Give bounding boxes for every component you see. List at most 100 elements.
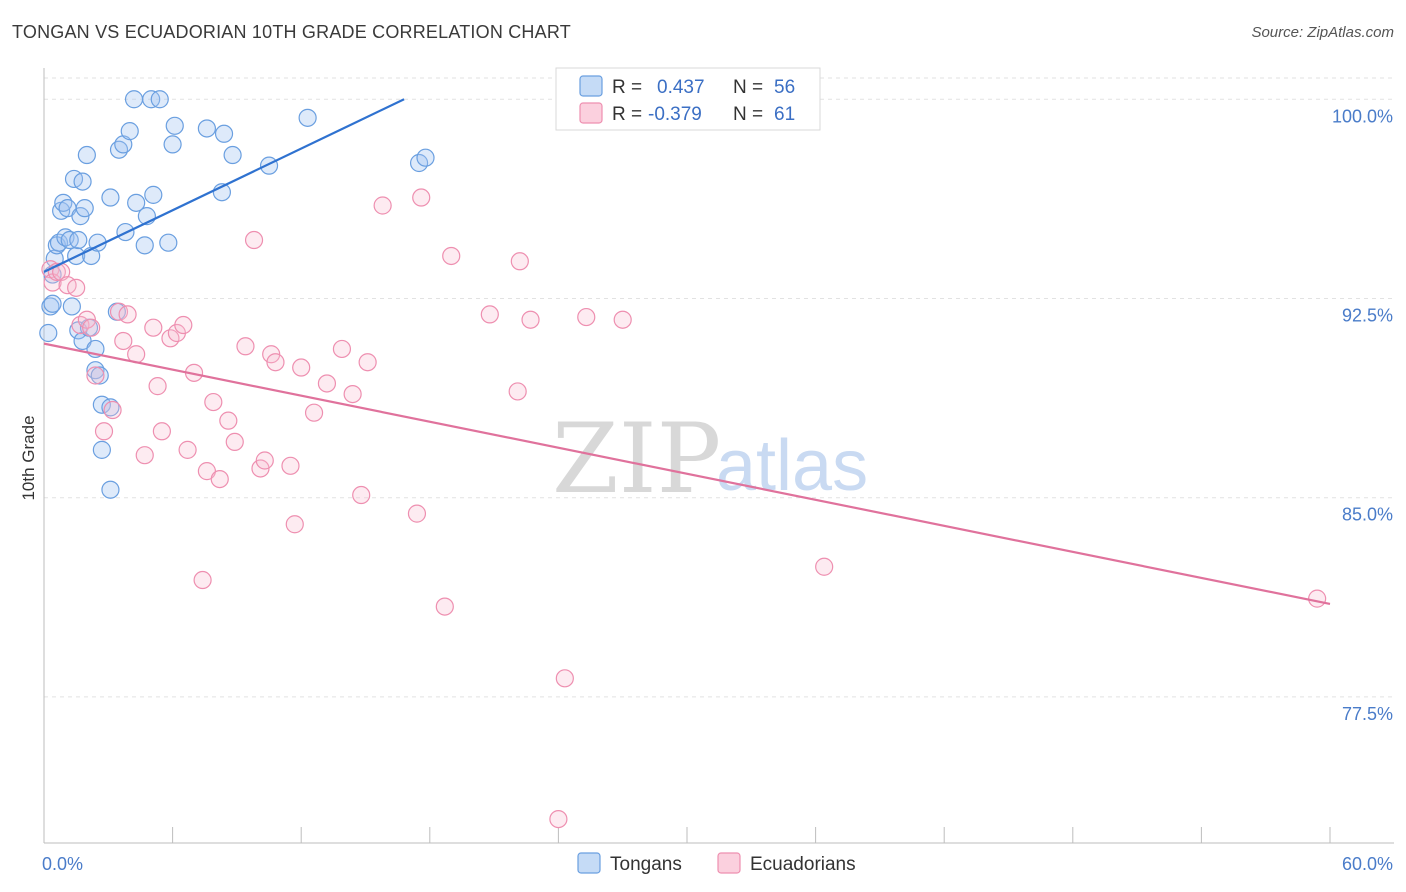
ecuadorian-point <box>144 318 163 337</box>
tongan-point <box>159 233 178 252</box>
ecuadorian-point <box>148 377 167 396</box>
ecuadorian-point <box>236 337 255 356</box>
legend-r-value: -0.379 <box>648 104 702 125</box>
tongan-point <box>39 323 58 343</box>
tongan-point <box>73 172 92 191</box>
ecuadorian-point <box>332 339 352 359</box>
ecuadorian-point <box>67 278 86 297</box>
ecuadorian-point <box>285 515 304 534</box>
tongan-point <box>101 398 120 417</box>
ecuadorian-point <box>281 456 300 475</box>
ecuadorian-point <box>204 392 223 412</box>
ecuadorian-point <box>152 422 171 441</box>
ecuadorian-point <box>352 485 371 505</box>
tongan-point <box>163 135 182 154</box>
ecuadorian-point <box>178 440 197 459</box>
legend-n-value: 61 <box>774 104 795 125</box>
legend-swatch-tongans <box>579 75 603 97</box>
watermark-atlas: atlas <box>716 426 868 506</box>
tongan-point <box>101 480 120 499</box>
ecuadorian-point <box>480 305 499 324</box>
ecuadorian-point <box>244 230 264 250</box>
tongan-point <box>101 188 120 207</box>
y-tick-label: 85.0% <box>1342 505 1393 525</box>
tongan-point <box>127 193 146 212</box>
tongan-point <box>120 122 139 141</box>
ecuadorian-point <box>407 504 427 523</box>
ecuadorian-point <box>304 403 324 422</box>
tick-labels: 100.0% 92.5% 85.0% 77.5% 0.0% 60.0% <box>42 106 1393 874</box>
bottom-legend-swatch-ecuadorians <box>717 852 741 874</box>
tongan-point <box>165 116 184 135</box>
tongan-point <box>75 199 94 218</box>
x-tick-label: 0.0% <box>42 854 83 874</box>
ecuadorian-point <box>210 469 229 489</box>
trend-lines <box>43 98 1331 606</box>
ecuadorian-point <box>103 400 122 420</box>
ecuadorian-point <box>435 597 454 616</box>
tongan-point <box>135 236 154 255</box>
ecuadorian-point <box>815 557 834 576</box>
ecuadorian-point <box>219 411 238 430</box>
ecuadorian-point <box>521 310 540 329</box>
ecuadorian-point <box>358 353 377 372</box>
ecuadorian-point <box>577 307 596 327</box>
watermark: ZIP atlas <box>552 403 868 515</box>
tongan-point <box>144 185 163 204</box>
ecuadorian-point <box>292 358 311 377</box>
ecuadorian-point <box>442 246 461 266</box>
bottom-legend: Tongans Ecuadorians <box>577 852 856 875</box>
ecuadorian-point <box>193 570 212 590</box>
source-label: Source: ZipAtlas.com <box>1251 24 1394 41</box>
ecuadorian-point <box>508 382 527 401</box>
tongan-point <box>197 119 216 138</box>
ecuadorian-point <box>317 374 337 393</box>
ecuadorian-point <box>94 422 114 441</box>
tongan-point <box>214 124 234 143</box>
ecuadorian-points <box>41 188 1327 829</box>
bottom-legend-label-tongans: Tongans <box>610 854 682 875</box>
ecuadorian-point <box>135 446 154 465</box>
tongan-points <box>39 90 435 499</box>
ecuadorian-point <box>510 252 529 271</box>
legend-n-label: N = <box>733 77 763 98</box>
legend-swatch-ecuadorians <box>579 102 603 124</box>
ecuadorian-point <box>555 669 574 688</box>
ecuadorian-point <box>266 353 285 372</box>
legend-n-value: 56 <box>774 77 795 98</box>
tongan-point <box>124 90 144 109</box>
bottom-legend-label-ecuadorians: Ecuadorians <box>750 854 856 875</box>
ecuadorian-point <box>613 310 632 329</box>
ecuadorian-point <box>373 196 392 215</box>
ecuadorian-point <box>1308 589 1327 608</box>
ecuadorian-trend-line <box>43 342 1331 606</box>
x-tick-label: 60.0% <box>1342 854 1393 874</box>
grid-lines <box>44 77 1394 698</box>
legend-r-label: R = <box>612 104 642 125</box>
legend-r-value: 0.437 <box>657 77 705 98</box>
legend-n-label: N = <box>733 104 763 125</box>
tongan-trend-line <box>43 98 405 273</box>
top-legend: R = 0.437 N = 56 R = -0.379 N = 61 <box>555 67 821 131</box>
ecuadorian-point <box>412 188 431 207</box>
tongan-point <box>69 230 88 250</box>
tongan-point <box>416 148 435 167</box>
tongan-point <box>43 294 62 313</box>
ecuadorian-point <box>82 318 101 337</box>
y-tick-label: 100.0% <box>1332 106 1393 126</box>
ecuadorian-point <box>343 384 362 404</box>
legend-r-label: R = <box>612 77 642 98</box>
ecuadorian-point <box>174 315 193 335</box>
bottom-legend-swatch-tongans <box>577 852 601 874</box>
tongan-point <box>41 297 60 316</box>
tongan-point <box>223 145 242 165</box>
watermark-zip: ZIP <box>552 403 721 515</box>
y-axis-title: 10th Grade <box>19 415 38 500</box>
ecuadorian-point <box>114 331 133 351</box>
ecuadorian-point <box>549 809 568 829</box>
tongan-point <box>77 145 96 165</box>
tongan-point <box>298 108 317 127</box>
ecuadorian-point <box>118 305 137 324</box>
tongan-point <box>62 297 81 316</box>
